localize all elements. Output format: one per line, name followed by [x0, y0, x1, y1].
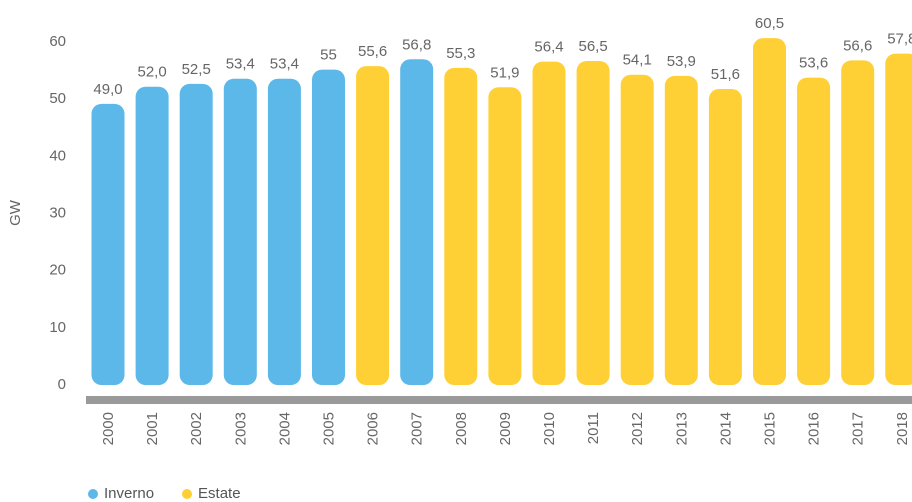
y-tick-label: 0	[58, 376, 66, 393]
legend: Inverno Estate	[88, 485, 241, 502]
bar	[135, 86, 169, 385]
y-axis-label: GW	[7, 199, 24, 226]
x-tick-label: 2018	[894, 412, 911, 445]
x-tick-label: 2006	[365, 412, 382, 445]
bar	[841, 60, 875, 385]
value-label: 53,9	[667, 53, 696, 70]
x-tick-label: 2008	[453, 412, 470, 445]
x-tick-label: 2011	[585, 412, 602, 444]
value-label: 51,6	[711, 66, 740, 83]
x-tick-label: 2017	[850, 412, 867, 445]
value-label: 60,5	[755, 15, 784, 32]
bar	[400, 59, 434, 385]
bar	[532, 61, 566, 385]
bar	[312, 69, 345, 385]
y-tick-label: 40	[49, 147, 66, 164]
value-label: 56,8	[402, 36, 431, 53]
x-tick-label: 2003	[232, 412, 249, 445]
value-label: 55,3	[446, 45, 475, 62]
bars	[91, 38, 912, 386]
y-tick-label: 50	[49, 90, 66, 107]
value-label: 51,9	[490, 64, 519, 81]
bar	[91, 103, 125, 385]
bar	[267, 78, 301, 385]
bar	[708, 89, 742, 386]
bar	[488, 87, 522, 386]
value-labels: 49,0 52,0 52,5 53,4 53,4 55 55,6 56,8 55,3 51,9 56…	[93, 15, 912, 98]
bar	[885, 53, 912, 385]
x-tick-label: 2000	[100, 412, 117, 445]
x-tick-label: 2014	[717, 412, 734, 445]
value-label: 52,0	[137, 64, 166, 81]
bar	[664, 75, 698, 385]
legend-item-inverno: Inverno	[88, 485, 154, 502]
value-label: 55	[320, 47, 337, 64]
x-tick-label: 2010	[541, 412, 558, 445]
x-tick-label: 2013	[673, 412, 690, 445]
y-tick-label: 20	[49, 262, 66, 279]
x-axis-baseline	[86, 396, 912, 404]
x-axis-ticks: 2000 2001 2002 2003 2004 2005 2006 2007 2008 2009…	[100, 412, 911, 445]
value-label: 56,4	[534, 39, 563, 56]
x-tick-label: 2016	[806, 412, 823, 445]
bar	[620, 74, 654, 385]
x-tick-label: 2009	[497, 412, 514, 445]
bar	[444, 67, 478, 385]
value-label: 49,0	[93, 81, 122, 98]
x-tick-label: 2005	[321, 412, 338, 445]
x-tick-label: 2002	[188, 412, 205, 445]
value-label: 54,1	[623, 52, 652, 69]
y-tick-label: 60	[49, 33, 66, 50]
y-axis-ticks: 0 10 20 30 40 50 60	[49, 33, 66, 393]
legend-label-inverno: Inverno	[104, 485, 155, 502]
value-label: 55,6	[358, 43, 387, 60]
x-tick-label: 2001	[144, 412, 161, 445]
y-tick-label: 30	[49, 205, 66, 222]
x-tick-label: 2007	[409, 412, 426, 445]
legend-dot-inverno	[88, 488, 98, 499]
bar	[576, 61, 610, 386]
legend-dot-estate	[182, 488, 193, 499]
value-label: 52,5	[182, 61, 211, 78]
bar	[797, 77, 831, 385]
legend-item-estate: Estate	[182, 485, 241, 502]
value-label: 53,4	[226, 56, 255, 73]
value-label: 57,8	[887, 31, 912, 48]
bar	[356, 66, 390, 386]
value-label: 53,4	[270, 56, 299, 73]
bar	[753, 38, 786, 386]
x-tick-label: 2015	[762, 412, 779, 445]
value-label: 56,5	[578, 38, 607, 55]
bar	[223, 78, 257, 385]
y-tick-label: 10	[49, 319, 66, 336]
bar	[179, 83, 213, 385]
x-tick-label: 2004	[276, 412, 293, 445]
legend-label-estate: Estate	[198, 485, 241, 502]
x-tick-label: 2012	[629, 412, 646, 445]
value-label: 53,6	[799, 55, 828, 72]
value-label: 56,6	[843, 37, 872, 54]
